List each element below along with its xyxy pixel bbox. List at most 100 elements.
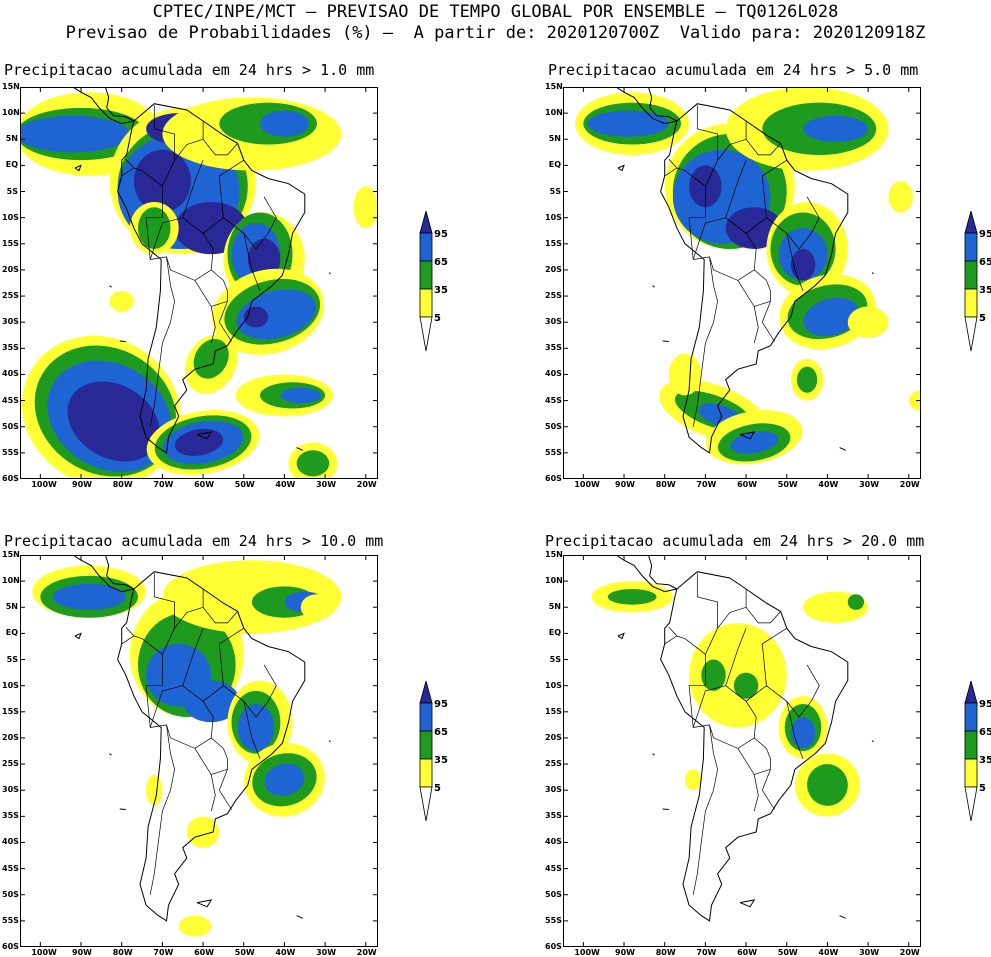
lat-label: 25S	[2, 291, 19, 301]
country-border	[692, 724, 718, 895]
island	[328, 740, 331, 743]
lat-label: 15S	[2, 238, 19, 248]
panel-title-3: Precipitacao acumulada em 24 hrs > 10.0 …	[4, 532, 384, 550]
precip-area-c5	[178, 915, 212, 937]
lon-label: 50W	[777, 480, 798, 489]
map-frame	[20, 87, 378, 479]
precip-area-c95	[243, 306, 269, 328]
precip-area-c5	[668, 353, 702, 396]
lat-label: 55S	[545, 447, 562, 457]
island	[662, 340, 669, 342]
country-border	[125, 626, 135, 637]
colorbar-3	[419, 681, 433, 822]
precip-area-c5	[300, 594, 334, 621]
precip-area-c65	[52, 583, 126, 610]
island	[652, 285, 655, 288]
lon-label: 90W	[615, 948, 635, 957]
precip-area-c65	[280, 387, 322, 404]
colorbar-segment	[419, 288, 433, 318]
country-border	[202, 664, 277, 718]
colorbar-label: 5	[434, 783, 441, 794]
colorbar-label: 5	[979, 313, 986, 324]
colorbar-segment	[964, 232, 978, 262]
country-border	[737, 737, 771, 775]
probability-map-2	[563, 87, 921, 479]
island	[119, 808, 126, 810]
lat-label: 30S	[545, 317, 562, 327]
colorbar-segment	[964, 288, 978, 318]
country-border	[182, 628, 204, 686]
lat-label: 10S	[545, 680, 562, 690]
precip-area-c65	[790, 717, 816, 749]
island	[74, 632, 82, 640]
colorbar-segment	[419, 232, 433, 262]
lat-label: 20S	[2, 264, 19, 274]
country-border	[149, 217, 214, 281]
precip-area-c35	[733, 672, 759, 699]
colorbar-1	[419, 211, 433, 352]
lat-label: 35S	[2, 811, 19, 821]
country-border	[761, 769, 775, 810]
lat-label: 10N	[545, 108, 563, 118]
lat-label: 15N	[2, 550, 20, 559]
country-border	[696, 105, 718, 187]
lon-label: 80W	[112, 948, 133, 957]
precip-area-c35	[137, 207, 171, 250]
country-border	[761, 627, 787, 686]
country-border	[149, 724, 175, 895]
lat-label: 55S	[545, 915, 562, 925]
country-border	[218, 301, 232, 342]
lat-label: 25S	[545, 291, 562, 301]
colorbar-segment	[964, 702, 978, 732]
colorbar-label: 65	[434, 257, 448, 268]
lat-label: 5S	[549, 654, 561, 664]
colorbar-segment	[419, 681, 433, 704]
country-border	[786, 233, 804, 291]
country-border	[745, 196, 820, 250]
colorbar-segment	[964, 730, 978, 760]
country-border	[696, 573, 718, 655]
country-border	[218, 159, 244, 218]
island	[328, 272, 331, 275]
country-border	[210, 774, 216, 812]
lon-label: 60W	[737, 948, 758, 957]
lon-label: 90W	[72, 948, 92, 957]
country-border	[745, 139, 781, 156]
lon-label: 40W	[275, 480, 296, 489]
precip-area-c65	[587, 110, 669, 137]
precip-area-c5	[689, 622, 787, 728]
probability-map-1	[20, 87, 378, 479]
lat-label: 5N	[5, 134, 18, 144]
island	[617, 632, 625, 640]
country-border	[692, 217, 757, 281]
lon-label: 20W	[356, 480, 377, 489]
colorbar-4	[964, 681, 978, 822]
country-border	[153, 105, 175, 187]
country-border	[753, 306, 759, 344]
colorbar-segment	[964, 316, 978, 352]
lat-label: 40S	[2, 837, 19, 847]
precip-area-c65	[803, 297, 860, 337]
country-border	[717, 121, 747, 161]
lon-label: 30W	[859, 948, 880, 957]
colorbar-label: 95	[979, 699, 991, 710]
lon-label: 30W	[316, 948, 337, 957]
lat-label: 10S	[545, 212, 562, 222]
country-border	[218, 627, 244, 686]
lat-label: 60S	[2, 942, 19, 951]
island	[662, 808, 669, 810]
lat-label: 55S	[2, 447, 19, 457]
coastline-central-america	[20, 87, 135, 125]
country-border	[243, 233, 261, 291]
lat-label: 30S	[2, 785, 19, 795]
country-border	[668, 626, 678, 637]
lat-label: 40S	[2, 369, 19, 379]
colorbar-segment	[419, 211, 433, 234]
precip-area-c35	[296, 450, 330, 477]
country-border	[174, 589, 204, 629]
colorbar-label: 65	[979, 257, 991, 268]
lat-label: 45S	[545, 395, 562, 405]
lat-label: 30S	[2, 317, 19, 327]
country-border	[786, 701, 804, 759]
country-border	[745, 607, 781, 624]
